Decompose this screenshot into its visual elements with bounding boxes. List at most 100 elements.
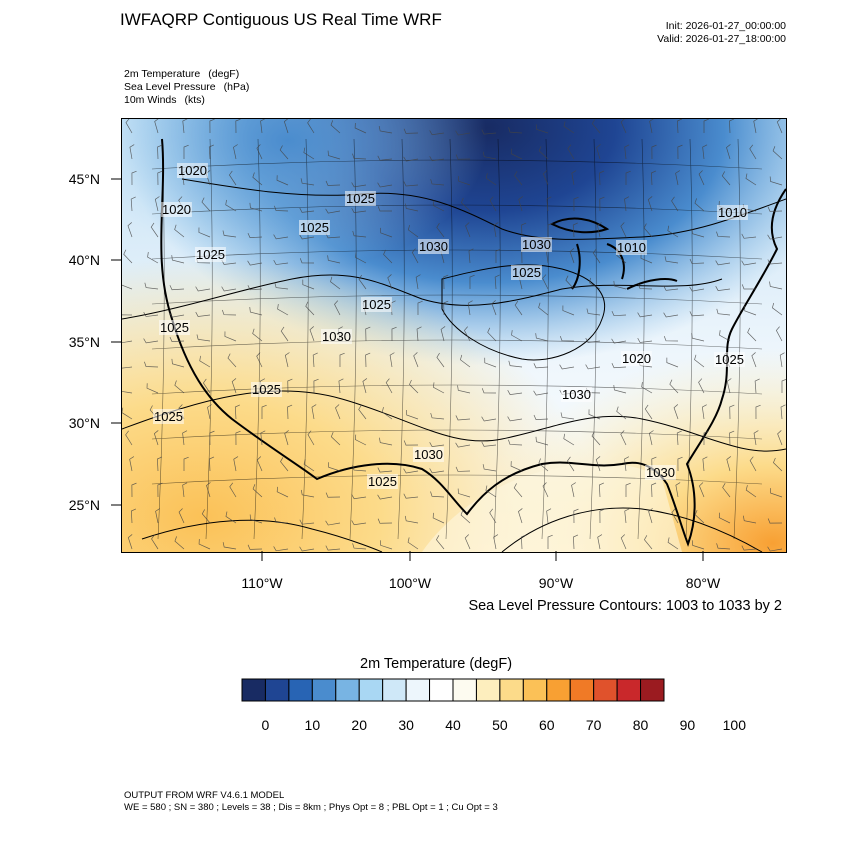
wind-barb (379, 437, 393, 446)
gulf-of-mexico (422, 463, 682, 552)
wind-barb (460, 510, 471, 524)
wind-barb (157, 456, 163, 472)
colorbar-swatch (616, 678, 642, 702)
wind-barb (741, 260, 757, 266)
wind-barb (691, 540, 705, 550)
wind-barb (429, 468, 445, 474)
wind-barb (535, 333, 549, 342)
wind-barb (591, 431, 601, 446)
wind-barb (751, 352, 757, 368)
weather-map[interactable]: 1020 1020 1025 1025 1025 1025 1030 1030 … (121, 118, 787, 553)
wind-barb (122, 314, 133, 316)
wind-barb (613, 384, 627, 394)
wind-barb (274, 205, 289, 212)
wind-barb (231, 378, 237, 394)
wind-barb (542, 482, 549, 498)
isobar-label-bg (153, 409, 184, 424)
wind-barb (573, 534, 579, 550)
wind-barb (694, 198, 705, 212)
wind-barb (280, 457, 289, 472)
wind-barb (157, 482, 163, 498)
wind-barb (767, 259, 783, 265)
wind-barb (169, 285, 185, 291)
wind-barb (355, 252, 367, 264)
wind-barb (754, 378, 760, 394)
isobar-label-bg (251, 382, 282, 397)
field-name: Sea Level Pressure (124, 81, 216, 93)
wind-barb (157, 170, 163, 186)
wind-barb (436, 352, 445, 368)
wind-barb (698, 482, 705, 498)
wind-barb (689, 286, 705, 292)
colorbar-label: 10 (304, 717, 321, 733)
wind-barb (698, 378, 705, 394)
wind-barb (313, 378, 319, 394)
isobar-label: 1025 (368, 474, 397, 489)
wind-barb (403, 181, 419, 187)
wind-barb (597, 534, 603, 550)
wind-barb (588, 409, 601, 420)
wind-barb (377, 467, 393, 473)
wind-barb (776, 119, 783, 134)
wind-barb (202, 378, 211, 394)
wind-barb (387, 274, 393, 290)
wind-barb (429, 442, 445, 448)
isobar-label: 1010 (617, 240, 646, 255)
wind-barb (571, 482, 576, 498)
wind-barb (779, 352, 785, 368)
isobar-label: 1030 (414, 447, 443, 462)
wind-barb (377, 182, 393, 188)
isobar-label: 1025 (715, 352, 744, 367)
wind-barb (514, 300, 523, 316)
wind-barb (389, 352, 395, 368)
isobar-label-bg (511, 265, 542, 280)
wind-barb (716, 543, 731, 550)
colorbar-swatch (475, 678, 501, 702)
wind-barb (235, 430, 241, 446)
wind-barb (671, 196, 679, 212)
wind-barb (775, 326, 783, 342)
wind-barb (489, 196, 497, 212)
wind-barb (643, 223, 653, 238)
wind-barb (302, 279, 315, 290)
wind-barb (495, 248, 501, 264)
colorbar-label: 30 (398, 717, 414, 733)
wind-barb (753, 430, 759, 446)
slp-contour-note: Sea Level Pressure Contours: 1003 to 103… (468, 598, 782, 614)
wind-barb (174, 536, 185, 550)
wind-barb (209, 119, 215, 134)
isobar-label-bg (616, 240, 647, 255)
wind-barb (741, 284, 757, 290)
wind-barb (300, 489, 315, 498)
wind-barb (624, 144, 630, 160)
wind-barb (299, 258, 315, 264)
wind-barb (481, 388, 497, 394)
wind-barb (252, 328, 263, 342)
wind-barb (780, 404, 786, 420)
wind-barb (613, 280, 627, 290)
wind-barb (535, 124, 549, 134)
isobar-label-bg (159, 320, 190, 335)
isobar-label: 1020 (178, 163, 207, 178)
isobar-label-bg (361, 297, 392, 312)
wind-barb (325, 180, 341, 186)
wind-barb (229, 482, 237, 498)
wind-barb (146, 383, 159, 394)
wind-barb (455, 442, 471, 448)
wind-barb (209, 456, 215, 472)
wind-barb (209, 430, 215, 446)
wind-barb (312, 352, 318, 368)
isobar-label: 1030 (562, 387, 591, 402)
wind-barb (538, 146, 549, 160)
wind-barb (567, 144, 575, 160)
wind-barb (279, 145, 289, 160)
wind-barb (122, 391, 133, 394)
wind-barb (411, 248, 419, 264)
wind-barb (455, 415, 471, 421)
wind-barb (663, 312, 679, 318)
wind-barb (351, 494, 367, 500)
wind-barb (620, 534, 627, 550)
wind-barb (468, 248, 474, 264)
wind-barb (508, 127, 523, 134)
wind-barb (182, 119, 188, 134)
